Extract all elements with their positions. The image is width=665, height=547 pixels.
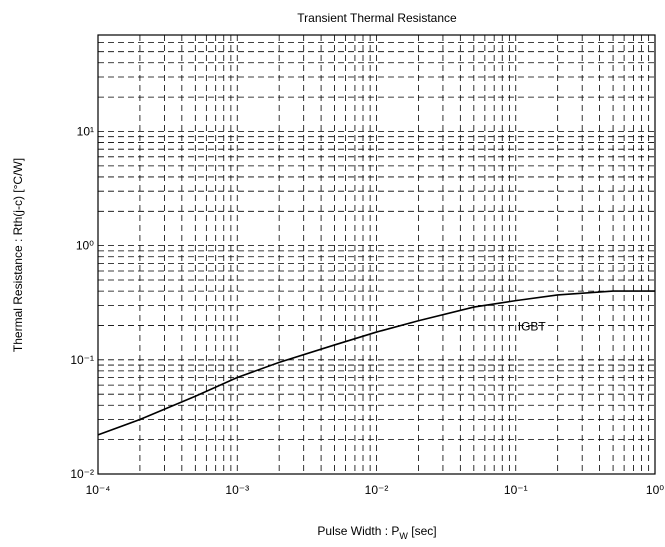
x-tick-label: 10⁻¹: [504, 483, 528, 497]
plot-frame: [97, 34, 656, 475]
x-tick-label: 10⁻⁴: [86, 483, 111, 497]
chart-title: Transient Thermal Resistance: [297, 11, 457, 25]
data-line: [97, 290, 655, 436]
x-tick-label: 10⁻³: [225, 483, 249, 497]
y-axis-label: Thermal Resistance : Rth(j-c) [°C/W]: [11, 158, 25, 352]
x-label-subscript: W: [399, 531, 408, 541]
x-axis-label: Pulse Width : PW [sec]: [317, 524, 436, 541]
x-label-text: Pulse Width : P: [317, 524, 399, 538]
y-tick-label: 10⁻²: [70, 467, 94, 481]
y-tick-label: 10¹: [77, 124, 94, 138]
y-tick-label: 10⁰: [76, 239, 94, 253]
x-label-suffix: [sec]: [408, 524, 437, 538]
series-label: IGBT: [518, 320, 547, 334]
x-tick-label: 10⁻²: [365, 483, 389, 497]
x-tick-label: 10⁰: [646, 483, 664, 497]
y-tick-label: 10⁻¹: [70, 353, 94, 367]
